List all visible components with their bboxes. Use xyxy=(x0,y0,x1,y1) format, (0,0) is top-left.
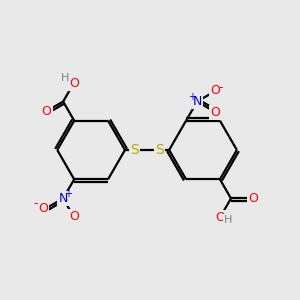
Text: O: O xyxy=(69,77,79,90)
Text: -: - xyxy=(33,197,38,210)
Text: N: N xyxy=(192,95,202,108)
Text: O: O xyxy=(248,192,258,205)
Text: O: O xyxy=(38,202,48,214)
Text: H: H xyxy=(61,74,70,83)
Text: +: + xyxy=(188,92,196,102)
Text: H: H xyxy=(224,215,232,225)
Text: O: O xyxy=(215,211,225,224)
Text: O: O xyxy=(69,210,79,223)
Text: O: O xyxy=(42,105,52,118)
Text: -: - xyxy=(219,81,223,94)
Text: O: O xyxy=(210,106,220,119)
Text: O: O xyxy=(210,84,220,97)
Text: N: N xyxy=(58,192,68,205)
Text: +: + xyxy=(64,189,72,199)
Text: S: S xyxy=(155,143,164,157)
Text: S: S xyxy=(130,143,139,157)
